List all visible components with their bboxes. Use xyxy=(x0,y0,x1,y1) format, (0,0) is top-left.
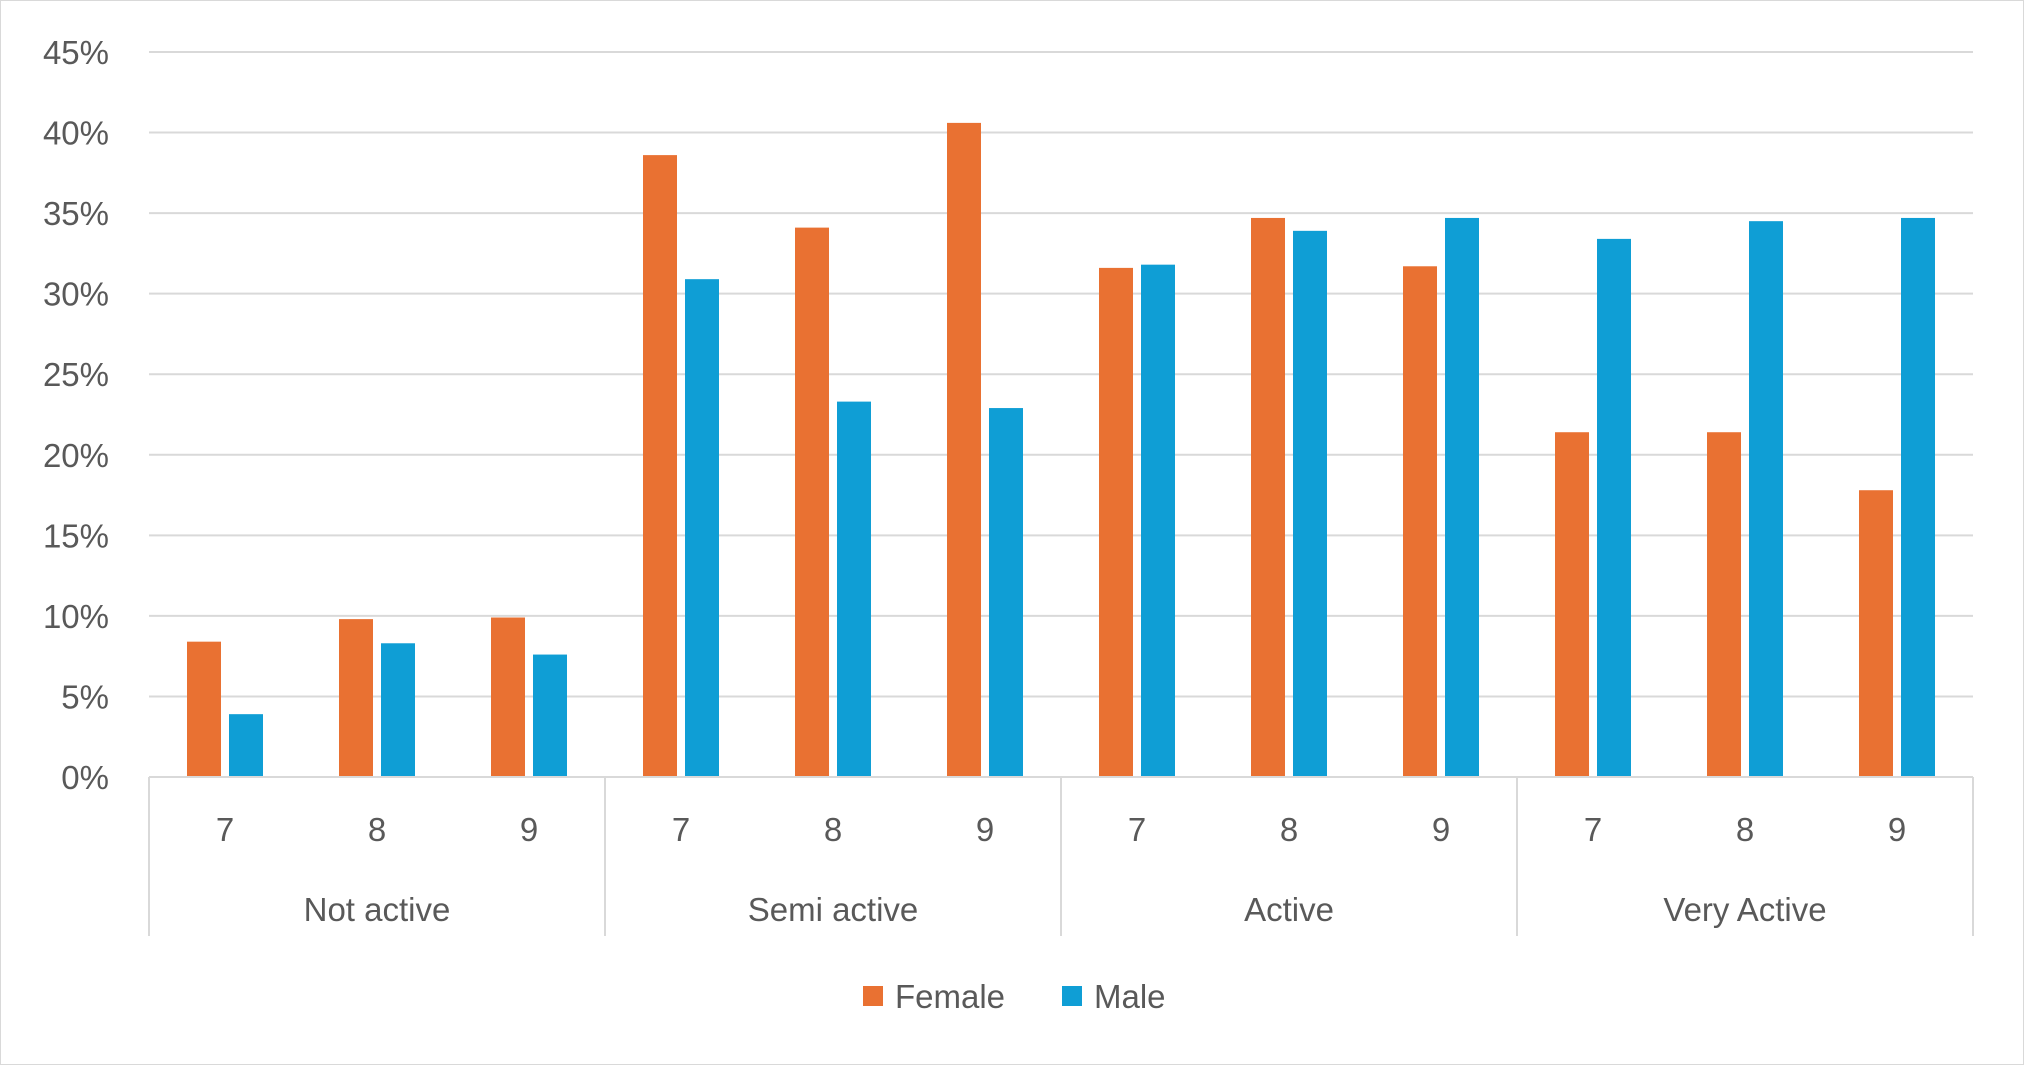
bar-male xyxy=(837,401,871,777)
legend-swatch-female xyxy=(863,986,883,1006)
y-tick-label: 35% xyxy=(43,195,109,232)
bar-male xyxy=(1749,221,1783,777)
x-group-label: Semi active xyxy=(748,891,919,928)
x-axis xyxy=(148,776,1974,936)
bar-female xyxy=(1099,267,1133,777)
bar-male xyxy=(685,279,719,777)
x-subcategory-label: 8 xyxy=(1736,811,1754,848)
x-subcategory-label: 7 xyxy=(1584,811,1602,848)
legend-label-male: Male xyxy=(1094,978,1166,1015)
x-subcategory-label: 8 xyxy=(824,811,842,848)
bar-male xyxy=(1293,230,1327,778)
bar-female xyxy=(643,155,677,778)
y-tick-label: 45% xyxy=(43,34,109,71)
x-subcategory-label: 9 xyxy=(520,811,538,848)
bar-female xyxy=(187,641,221,777)
bar-male xyxy=(989,408,1023,777)
x-subcategory-label: 8 xyxy=(1280,811,1298,848)
y-tick-label: 10% xyxy=(43,598,109,635)
x-subcategory-label: 9 xyxy=(1888,811,1906,848)
gridlines xyxy=(149,51,1973,698)
bar-female xyxy=(947,122,981,777)
legend: Female Male xyxy=(863,978,1166,1015)
y-tick-label: 30% xyxy=(43,276,109,313)
y-tick-label: 0% xyxy=(61,759,109,796)
bar-female xyxy=(1707,432,1741,777)
x-group-label: Very Active xyxy=(1663,891,1826,928)
bar-female xyxy=(1859,490,1893,777)
y-tick-label: 40% xyxy=(43,115,109,152)
x-subcategory-label: 8 xyxy=(368,811,386,848)
x-group-label: Active xyxy=(1244,891,1334,928)
bars xyxy=(187,122,1935,778)
x-subcategory-label: 7 xyxy=(1128,811,1146,848)
y-tick-label: 25% xyxy=(43,356,109,393)
bar-male xyxy=(1901,217,1935,777)
bar-male xyxy=(381,643,415,777)
x-subcategory-label: 7 xyxy=(672,811,690,848)
y-tick-label: 15% xyxy=(43,517,109,554)
bar-female xyxy=(1403,266,1437,777)
bar-female xyxy=(491,617,525,777)
bar-male xyxy=(1141,264,1175,778)
x-subcategory-label: 7 xyxy=(216,811,234,848)
bar-female xyxy=(795,227,829,778)
bar-female xyxy=(339,619,373,777)
y-tick-label: 20% xyxy=(43,437,109,474)
x-subcategory-label: 9 xyxy=(1432,811,1450,848)
x-subcategory-label: 9 xyxy=(976,811,994,848)
legend-swatch-male xyxy=(1062,986,1082,1006)
bar-male xyxy=(1597,238,1631,777)
bar-male xyxy=(229,714,263,777)
x-group-label: Not active xyxy=(304,891,451,928)
bar-male xyxy=(533,654,567,777)
y-tick-label: 5% xyxy=(61,678,109,715)
bar-female xyxy=(1555,432,1589,777)
x-axis-tick-labels: 7 8 9 7 8 9 7 8 9 7 8 9 Not active Semi active Active V… xyxy=(216,811,1906,928)
bar-female xyxy=(1251,217,1285,777)
bar-male xyxy=(1445,217,1479,777)
y-axis-tick-labels: 0% 5% 10% 15% 20% 25% 30% 35% 40% 45% xyxy=(43,34,109,796)
legend-label-female: Female xyxy=(895,978,1005,1015)
